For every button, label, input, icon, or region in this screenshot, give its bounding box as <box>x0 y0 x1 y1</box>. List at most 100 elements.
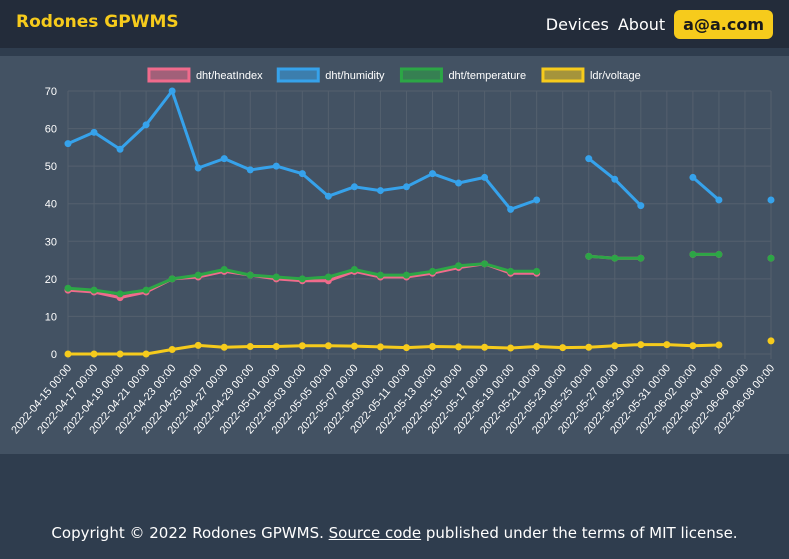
y-tick-label: 30 <box>45 236 57 248</box>
data-point[interactable] <box>507 205 515 213</box>
data-point[interactable] <box>585 252 593 260</box>
data-point[interactable] <box>533 267 541 275</box>
data-point[interactable] <box>64 140 72 148</box>
data-point[interactable] <box>350 265 358 273</box>
data-point[interactable] <box>350 342 358 350</box>
data-point[interactable] <box>298 170 306 178</box>
data-point[interactable] <box>533 342 541 350</box>
data-point[interactable] <box>637 341 645 349</box>
data-point[interactable] <box>767 196 775 204</box>
data-point[interactable] <box>220 265 228 273</box>
data-point[interactable] <box>689 342 697 350</box>
data-point[interactable] <box>637 202 645 210</box>
data-point[interactable] <box>168 87 176 95</box>
data-point[interactable] <box>64 284 72 292</box>
data-point[interactable] <box>350 183 358 191</box>
data-point[interactable] <box>376 187 384 195</box>
data-point[interactable] <box>715 250 723 258</box>
data-point[interactable] <box>559 344 567 352</box>
data-point[interactable] <box>298 275 306 283</box>
data-point[interactable] <box>142 350 150 358</box>
data-point[interactable] <box>298 342 306 350</box>
y-tick-label: 10 <box>45 311 57 323</box>
source-code-link[interactable]: Source code <box>328 524 422 542</box>
data-point[interactable] <box>116 350 124 358</box>
legend-swatch[interactable] <box>541 67 585 83</box>
data-point[interactable] <box>220 155 228 163</box>
data-point[interactable] <box>429 170 437 178</box>
data-point[interactable] <box>533 196 541 204</box>
data-point[interactable] <box>324 273 332 281</box>
nav-links: Devices About a@a.com <box>546 9 789 39</box>
data-point[interactable] <box>64 350 72 358</box>
data-point[interactable] <box>272 342 280 350</box>
legend-label[interactable]: ldr/voltage <box>590 70 641 82</box>
data-point[interactable] <box>246 271 254 279</box>
data-point[interactable] <box>142 286 150 294</box>
brand-logo[interactable]: Rodones GPWMS <box>16 12 179 32</box>
y-tick-label: 0 <box>51 349 57 361</box>
y-tick-label: 70 <box>45 86 57 98</box>
data-point[interactable] <box>611 175 619 183</box>
data-point[interactable] <box>715 341 723 349</box>
data-point[interactable] <box>90 350 98 358</box>
data-point[interactable] <box>507 344 515 352</box>
footer: Copyright © 2022 Rodones GPWMS. Source c… <box>0 524 789 542</box>
data-point[interactable] <box>689 250 697 258</box>
data-point[interactable] <box>194 271 202 279</box>
data-point[interactable] <box>220 343 228 351</box>
data-point[interactable] <box>663 341 671 349</box>
data-point[interactable] <box>246 166 254 174</box>
data-point[interactable] <box>116 290 124 298</box>
data-point[interactable] <box>376 343 384 351</box>
data-point[interactable] <box>585 155 593 163</box>
data-point[interactable] <box>90 128 98 136</box>
data-point[interactable] <box>767 254 775 262</box>
data-point[interactable] <box>689 173 697 181</box>
data-point[interactable] <box>455 179 463 187</box>
legend-swatch[interactable] <box>276 67 320 83</box>
data-point[interactable] <box>194 341 202 349</box>
nav-devices-link[interactable]: Devices <box>545 14 609 34</box>
data-point[interactable] <box>611 342 619 350</box>
user-account-button[interactable]: a@a.com <box>674 9 773 39</box>
data-point[interactable] <box>481 173 489 181</box>
legend-label[interactable]: dht/humidity <box>325 70 385 82</box>
legend-swatch[interactable] <box>399 67 443 83</box>
data-point[interactable] <box>402 183 410 191</box>
data-point[interactable] <box>455 343 463 351</box>
data-point[interactable] <box>402 271 410 279</box>
data-point[interactable] <box>585 343 593 351</box>
data-point[interactable] <box>272 162 280 170</box>
data-point[interactable] <box>715 196 723 204</box>
data-point[interactable] <box>481 343 489 351</box>
series-line-1 <box>68 91 771 209</box>
data-point[interactable] <box>611 254 619 262</box>
data-point[interactable] <box>194 164 202 172</box>
data-point[interactable] <box>324 342 332 350</box>
data-point[interactable] <box>429 267 437 275</box>
copyright-text: Copyright © 2022 Rodones GPWMS. <box>51 524 324 542</box>
data-point[interactable] <box>272 273 280 281</box>
data-point[interactable] <box>168 345 176 353</box>
data-point[interactable] <box>481 260 489 268</box>
data-point[interactable] <box>90 286 98 294</box>
data-point[interactable] <box>246 342 254 350</box>
license-text: published under the terms of MIT license… <box>425 524 738 542</box>
data-point[interactable] <box>142 121 150 129</box>
y-tick-label: 50 <box>45 161 57 173</box>
data-point[interactable] <box>429 342 437 350</box>
legend-label[interactable]: dht/heatIndex <box>196 70 263 82</box>
data-point[interactable] <box>116 145 124 153</box>
data-point[interactable] <box>507 267 515 275</box>
legend-swatch[interactable] <box>147 67 191 83</box>
data-point[interactable] <box>767 337 775 345</box>
data-point[interactable] <box>324 192 332 200</box>
data-point[interactable] <box>637 254 645 262</box>
data-point[interactable] <box>168 275 176 283</box>
data-point[interactable] <box>455 262 463 270</box>
nav-about-link[interactable]: About <box>617 14 666 34</box>
data-point[interactable] <box>376 271 384 279</box>
data-point[interactable] <box>402 344 410 352</box>
legend-label[interactable]: dht/temperature <box>448 70 526 82</box>
